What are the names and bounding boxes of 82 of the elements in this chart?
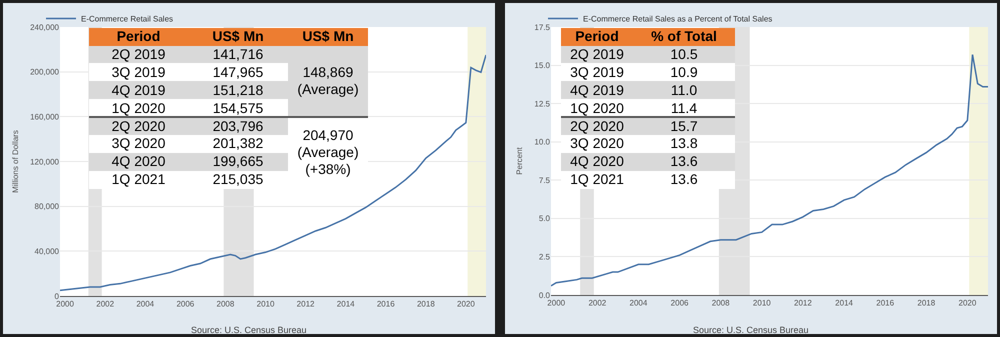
- annotation: 154,575: [212, 100, 264, 117]
- y-tick-label: 2.5: [538, 252, 551, 262]
- x-tick-label: 2008: [712, 298, 730, 308]
- annotation: Period: [116, 28, 160, 46]
- annotation: 3Q 2019: [570, 64, 624, 81]
- annotation: 11.0: [670, 82, 698, 99]
- x-tick-label: 2018: [917, 298, 936, 308]
- x-tick-label: 2012: [794, 298, 812, 308]
- x-tick-label: 2016: [876, 298, 895, 308]
- x-tick-label: 2002: [96, 300, 115, 309]
- legend-label: E-Commerce Retail Sales: [81, 14, 174, 24]
- annotation: 148,869 (Average): [297, 64, 359, 98]
- y-tick-label: 15.0: [534, 61, 551, 70]
- annotation: 151,218: [212, 82, 264, 99]
- x-tick-label: 2012: [296, 300, 316, 309]
- y-axis-title: Millions of Dollars: [10, 130, 20, 193]
- x-tick-label: 2018: [416, 300, 436, 309]
- y-tick-label: 200,000: [30, 68, 60, 77]
- legend-label: E-Commerce Retail Sales as a Percent of Total Sales: [583, 14, 772, 24]
- x-tick-label: 2020: [457, 300, 476, 309]
- annotation: 1Q 2020: [570, 100, 624, 117]
- y-tick-label: 40,000: [34, 246, 60, 256]
- y-tick-label: 0: [54, 292, 60, 301]
- y-tick-label: 10.0: [534, 138, 551, 147]
- annotation: 199,665: [212, 153, 264, 170]
- annotation: 1Q 2020: [112, 100, 166, 117]
- y-tick-label: 240,000: [30, 22, 60, 32]
- annotation: 10.5: [670, 46, 698, 63]
- source-note: Source: U.S. Census Bureau: [191, 325, 307, 335]
- x-tick-label: 2016: [376, 300, 396, 309]
- annotation: 11.4: [670, 100, 698, 117]
- x-tick-label: 2000: [547, 298, 566, 308]
- annotation: 4Q 2019: [112, 82, 166, 99]
- annotation: 13.6: [670, 153, 698, 170]
- x-tick-label: 2014: [336, 300, 356, 309]
- x-tick-label: 2010: [256, 300, 275, 309]
- x-tick-label: 2020: [958, 298, 977, 308]
- annotation: 10.9: [670, 64, 698, 81]
- x-tick-label: 2008: [216, 300, 235, 309]
- annotation: 13.6: [670, 171, 698, 188]
- y-tick-label: 7.5: [538, 176, 551, 185]
- source-note: Source: U.S. Census Bureau: [693, 325, 809, 335]
- annotation: 15.7: [670, 118, 698, 135]
- annotation: 4Q 2020: [112, 153, 166, 170]
- y-tick-label: 12.5: [534, 99, 551, 108]
- annotation: 147,965: [212, 64, 264, 81]
- annotation: 204,970 (Average) (+38%): [297, 127, 359, 178]
- annotation: 1Q 2021: [570, 171, 624, 188]
- annotation: Period: [575, 28, 619, 46]
- annotation: 203,796: [212, 118, 264, 135]
- annotation: 2Q 2020: [570, 118, 624, 135]
- x-tick-label: 2002: [588, 298, 607, 308]
- annotation: 3Q 2020: [112, 135, 166, 152]
- y-axis-title: Percent: [515, 146, 524, 175]
- annotation: 2Q 2019: [570, 46, 624, 63]
- x-tick-label: 2000: [56, 300, 74, 309]
- x-tick-label: 2006: [176, 300, 195, 309]
- annotation: 141,716: [212, 46, 264, 63]
- x-tick-label: 2004: [630, 298, 648, 308]
- x-tick-label: 2004: [136, 300, 155, 309]
- x-tick-label: 2006: [670, 298, 690, 308]
- annotation: 215,035: [212, 171, 264, 188]
- annotation: 201,382: [212, 135, 264, 152]
- annotation: 13.8: [670, 135, 698, 152]
- annotation: 3Q 2019: [112, 64, 166, 81]
- annotation: % of Total: [651, 28, 717, 46]
- annotation: US$ Mn: [302, 28, 354, 46]
- annotation: 2Q 2019: [112, 46, 166, 63]
- annotation: 3Q 2020: [570, 135, 624, 152]
- y-tick-label: 160,000: [30, 112, 60, 122]
- y-tick-label: 0.0: [538, 290, 551, 300]
- y-tick-label: 120,000: [30, 157, 60, 166]
- annotation: 1Q 2021: [112, 171, 166, 188]
- y-tick-label: 17.5: [534, 22, 551, 32]
- annotation: 4Q 2020: [570, 153, 624, 170]
- y-tick-label: 80,000: [34, 202, 60, 212]
- annotation: 2Q 2020: [112, 118, 166, 135]
- x-tick-label: 2010: [752, 298, 772, 308]
- x-tick-label: 2014: [835, 298, 854, 308]
- y-tick-label: 5.0: [538, 214, 551, 224]
- annotation: 4Q 2019: [570, 82, 624, 99]
- annotation: US$ Mn: [212, 28, 264, 46]
